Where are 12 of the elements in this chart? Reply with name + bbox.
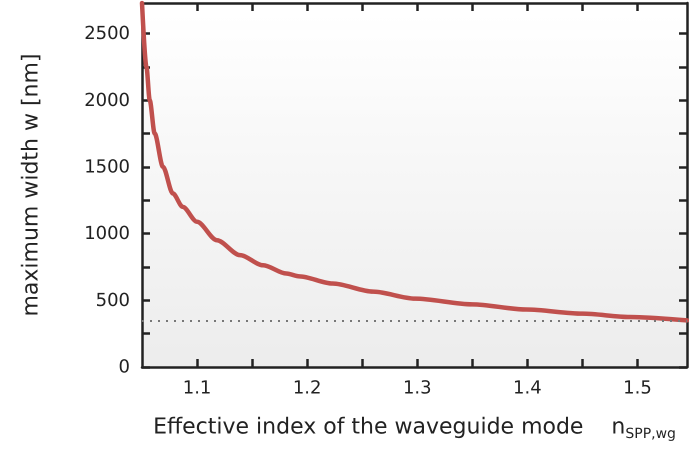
y-tick-label: 0 — [118, 356, 130, 378]
x-tick-label: 1.3 — [402, 378, 432, 398]
y-tick-label: 1500 — [84, 156, 130, 178]
y-axis-title: maximum width w [nm] — [18, 53, 44, 317]
y-tick-label: 2000 — [84, 90, 130, 111]
x-tick-label: 1.5 — [623, 378, 652, 398]
x-tick-label: 1.1 — [182, 378, 212, 398]
x-tick-label: 1.4 — [513, 378, 542, 398]
y-tick-label: 1000 — [84, 223, 130, 244]
y-tick-label: 2500 — [84, 23, 130, 44]
x-tick-label: 1.2 — [292, 378, 322, 398]
y-tick-label: 500 — [96, 290, 130, 311]
